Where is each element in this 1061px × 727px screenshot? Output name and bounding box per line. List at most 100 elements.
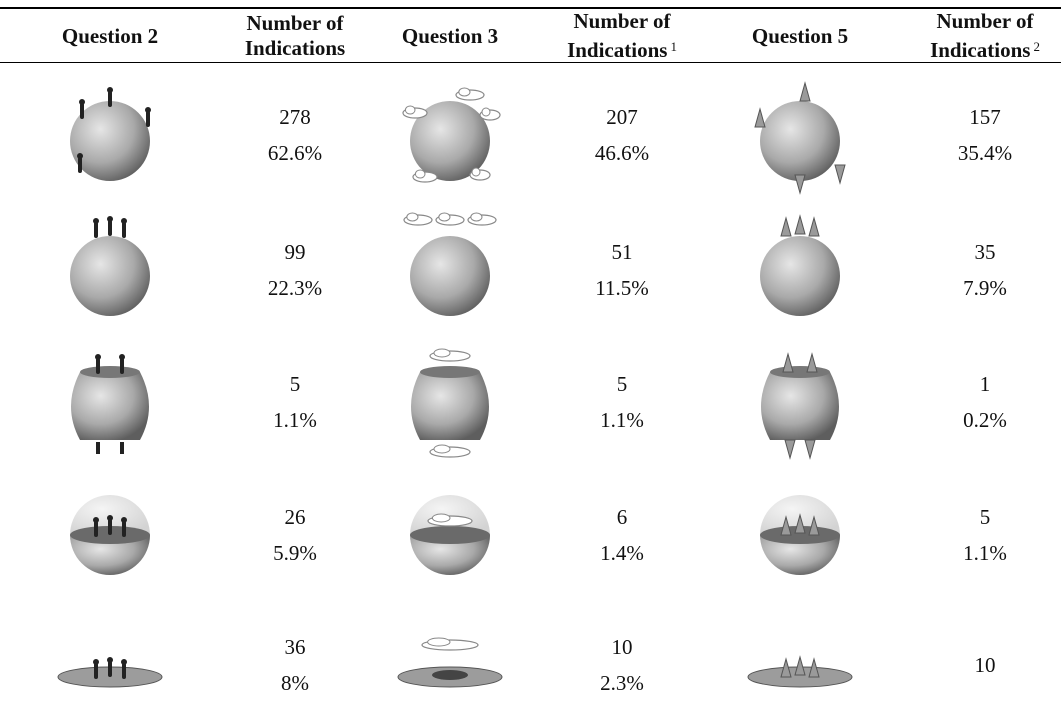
icon-part bbox=[121, 659, 127, 665]
shape-icon bbox=[70, 87, 151, 181]
header-label: Number of Indications 2 bbox=[930, 9, 1040, 62]
header-cell: Question 3 bbox=[365, 12, 535, 60]
icon-part bbox=[404, 105, 416, 115]
count: 35 bbox=[974, 240, 996, 264]
shape-icon bbox=[57, 657, 163, 688]
percent: 1.1% bbox=[273, 408, 317, 432]
icon-part bbox=[761, 372, 839, 440]
header-rule bbox=[0, 62, 1061, 63]
icon-part bbox=[107, 216, 113, 222]
shape-icon bbox=[70, 495, 150, 575]
icon-part bbox=[794, 513, 806, 534]
icon-part bbox=[71, 372, 149, 440]
shape-icon bbox=[760, 495, 840, 575]
icon-part bbox=[804, 439, 816, 460]
icon-group bbox=[747, 655, 853, 688]
icon-part bbox=[70, 236, 150, 316]
count: 5 bbox=[616, 372, 628, 396]
icon-part bbox=[410, 526, 490, 544]
icon-part bbox=[431, 513, 451, 523]
count: 1 bbox=[979, 372, 991, 396]
count: 10 bbox=[611, 635, 633, 659]
shape-icon bbox=[411, 348, 489, 458]
header-label: Question 5 bbox=[751, 23, 849, 48]
icon-part bbox=[411, 372, 489, 440]
percent: 7.9% bbox=[963, 276, 1007, 300]
icon-part bbox=[121, 517, 127, 523]
shape-icon bbox=[397, 637, 503, 688]
count: 10 bbox=[974, 653, 996, 677]
count: 207 bbox=[606, 105, 638, 129]
icon-part bbox=[799, 81, 811, 102]
icon-part bbox=[410, 236, 490, 316]
icon-part bbox=[794, 174, 806, 195]
icon-group bbox=[760, 495, 840, 575]
icon-part bbox=[770, 366, 830, 378]
top-rule bbox=[0, 7, 1061, 9]
percent: 5.9% bbox=[273, 541, 317, 565]
percent: 62.6% bbox=[267, 141, 323, 165]
percent: 35.4% bbox=[957, 141, 1013, 165]
icon-group bbox=[410, 495, 490, 575]
icon-part bbox=[794, 214, 806, 235]
icon-group bbox=[397, 637, 503, 688]
percent: 11.5% bbox=[595, 276, 649, 300]
header-cell: Number of Indications bbox=[210, 11, 380, 60]
shape-icon bbox=[760, 214, 840, 316]
shape-icon bbox=[71, 354, 149, 454]
header-cell: Number of Indications 1 bbox=[537, 9, 707, 62]
percent: 8% bbox=[281, 671, 309, 695]
icon-part bbox=[93, 218, 99, 224]
shape-icon bbox=[754, 81, 846, 195]
percent: 0.2% bbox=[963, 408, 1007, 432]
count: 51 bbox=[611, 240, 633, 264]
count: 5 bbox=[979, 505, 991, 529]
count: 36 bbox=[284, 635, 306, 659]
icon-part bbox=[471, 167, 481, 177]
icon-part bbox=[77, 153, 83, 159]
icon-part bbox=[808, 657, 820, 678]
icon-part bbox=[780, 216, 792, 237]
icon-group bbox=[761, 352, 839, 460]
shape-icon bbox=[402, 87, 501, 183]
icon-part bbox=[438, 212, 451, 222]
icon-group bbox=[70, 495, 150, 575]
icon-part bbox=[808, 515, 820, 536]
icon-part bbox=[806, 352, 818, 373]
icon-part bbox=[433, 444, 451, 454]
icon-part bbox=[760, 535, 840, 575]
icon-part bbox=[119, 354, 125, 360]
icon-group bbox=[70, 87, 151, 181]
icon-part bbox=[808, 216, 820, 237]
percent: 1.4% bbox=[600, 541, 644, 565]
icon-part bbox=[410, 495, 490, 535]
percent: 22.3% bbox=[267, 276, 323, 300]
header-cell: Question 2 bbox=[25, 12, 195, 60]
icon-part bbox=[834, 164, 846, 185]
icon-part bbox=[93, 517, 99, 523]
header-label: Number of Indications bbox=[244, 11, 346, 60]
icon-part bbox=[79, 99, 85, 105]
icon-part bbox=[107, 657, 113, 663]
icon-part bbox=[414, 169, 426, 179]
icon-part bbox=[754, 107, 766, 128]
header-note: 2 bbox=[1033, 39, 1040, 54]
shape-icon bbox=[70, 216, 150, 316]
icon-part bbox=[121, 218, 127, 224]
icon-part bbox=[107, 515, 113, 521]
percent: 1.1% bbox=[600, 408, 644, 432]
icon-part bbox=[427, 637, 451, 647]
icon-part bbox=[760, 526, 840, 544]
icon-part bbox=[107, 87, 113, 93]
icon-part bbox=[95, 354, 101, 360]
count: 5 bbox=[289, 372, 301, 396]
count: 99 bbox=[284, 240, 306, 264]
icon-part bbox=[432, 670, 468, 680]
percent: 1.1% bbox=[963, 541, 1007, 565]
icon-group bbox=[403, 212, 497, 316]
icon-part bbox=[784, 439, 796, 460]
icon-group bbox=[57, 657, 163, 688]
icon-part bbox=[481, 107, 491, 117]
icon-group bbox=[411, 348, 489, 458]
